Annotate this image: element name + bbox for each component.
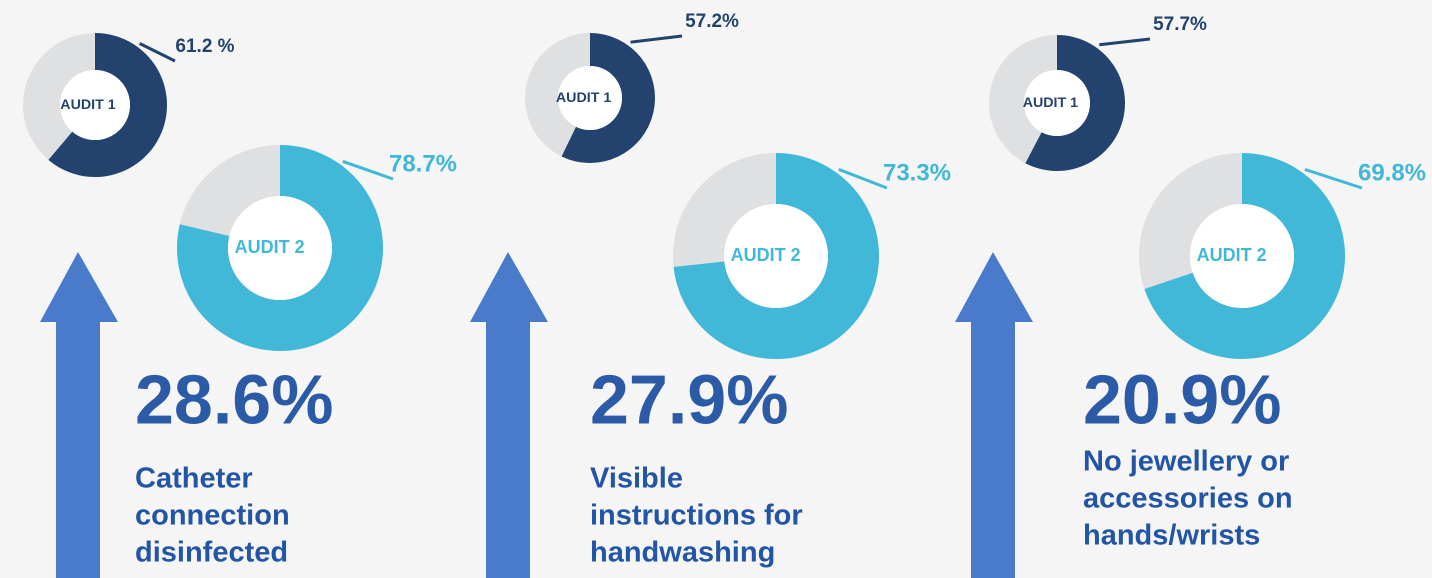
description: disinfected	[135, 537, 288, 569]
description: handwashing	[590, 537, 775, 569]
donut-title: AUDIT 2	[731, 245, 801, 265]
donut-title: AUDIT 1	[1023, 95, 1078, 111]
increase: 27.9%	[590, 360, 788, 438]
description: accessories on	[1083, 483, 1293, 515]
leader-line	[1099, 37, 1151, 47]
value-label: 57.7%	[1153, 14, 1207, 35]
donut-segment	[176, 145, 383, 351]
description: Visible	[590, 463, 683, 495]
donut-title: AUDIT 2	[1197, 245, 1267, 265]
donut-hole	[228, 196, 332, 300]
up-arrow	[955, 252, 1033, 578]
value-label: 69.8%	[1358, 159, 1426, 186]
donut-hole	[1190, 204, 1294, 308]
donut-segment	[561, 33, 655, 163]
up-arrow	[40, 252, 118, 578]
donut-title: AUDIT 1	[60, 97, 115, 113]
leader-line	[139, 42, 176, 63]
donut-hole	[60, 70, 130, 140]
description: No jewellery or	[1083, 446, 1289, 478]
leader-line	[838, 168, 888, 190]
increase: 28.6%	[135, 360, 333, 438]
leader-line	[342, 160, 394, 181]
value-label: 61.2 %	[175, 36, 234, 57]
donut-title: AUDIT 2	[235, 237, 305, 257]
up-arrow	[470, 252, 548, 578]
leader-line	[1304, 168, 1363, 190]
donut-hole	[724, 204, 828, 308]
donut-segment	[673, 153, 879, 359]
description: Catheter	[135, 463, 253, 495]
donut-segment	[48, 33, 167, 177]
value-label: 73.3%	[883, 159, 951, 186]
description: connection	[135, 500, 290, 532]
donut-segment	[1144, 153, 1345, 360]
increase: 20.9%	[1083, 360, 1281, 438]
value-label: 57.2%	[685, 11, 739, 32]
donut-hole	[558, 66, 622, 130]
donut-segment	[1025, 35, 1125, 171]
description: hands/wrists	[1083, 520, 1260, 552]
donut-hole	[1024, 70, 1090, 136]
leader-line	[630, 34, 683, 44]
description: instructions for	[590, 500, 803, 532]
donut-title: AUDIT 1	[556, 90, 611, 106]
value-label: 78.7%	[389, 150, 457, 177]
